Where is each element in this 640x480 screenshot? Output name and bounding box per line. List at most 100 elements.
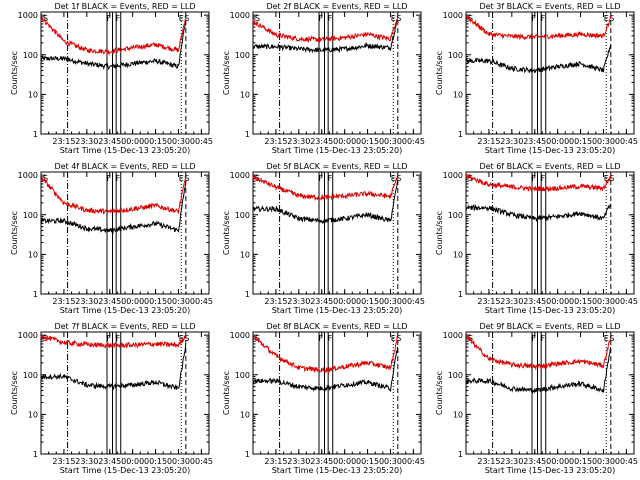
marker-label: E — [179, 334, 184, 343]
detector-panel-7: Det 7f BLACK = Events, RED = LLD 1 10 100 10… — [10, 322, 213, 475]
x-tick-label: 00:15 — [144, 457, 167, 466]
series-line-lld — [40, 17, 187, 56]
series-line-events — [465, 44, 612, 74]
marker-label: S — [255, 334, 260, 343]
series-line-lld — [466, 334, 612, 371]
x-tick-label: 23:45 — [98, 457, 121, 466]
marker-label: E — [391, 334, 396, 343]
x-tick-label: 00:00 — [333, 137, 356, 146]
x-tick-label: 23:15 — [264, 457, 287, 466]
plot-frame — [465, 11, 635, 135]
series-line-lld — [465, 14, 612, 41]
x-tick-label: 00:30 — [167, 457, 190, 466]
x-tick-label: 00:30 — [167, 297, 190, 306]
marker-label: F — [541, 14, 546, 23]
x-tick-label: 00:30 — [592, 457, 615, 466]
y-axis-label: Counts/sec — [435, 371, 444, 415]
y-tick-label: 1000 — [230, 11, 250, 20]
x-tick-label: 00:15 — [569, 457, 592, 466]
series-line-events — [465, 203, 612, 223]
series-line-lld — [465, 174, 612, 193]
x-tick-label: 23:30 — [287, 137, 310, 146]
plot-frame — [252, 331, 422, 455]
detector-panel-1: Det 1f BLACK = Events, RED = LLD 1 10 100 10… — [10, 2, 213, 155]
x-tick-label: 23:45 — [310, 297, 333, 306]
x-tick-label: 23:30 — [75, 457, 98, 466]
marker-label: F — [532, 174, 537, 183]
x-tick-label: 00:45 — [615, 297, 638, 306]
y-tick-label: 1000 — [18, 331, 38, 340]
marker-label: S — [468, 174, 473, 183]
marker-label: S — [184, 14, 189, 23]
x-tick-label: 23:45 — [523, 297, 546, 306]
detector-panel-8: Det 8f BLACK = Events, RED = LLD 1 10 100 10… — [222, 322, 425, 475]
y-tick-label: 1 — [245, 130, 250, 139]
detector-panel-9: Det 9f BLACK = Events, RED = LLD 1 10 100 10… — [435, 322, 638, 475]
x-tick-label: 00:15 — [144, 137, 167, 146]
marker-label: F — [107, 14, 112, 23]
panel-title: Det 2f BLACK = Events, RED = LLD — [266, 2, 407, 11]
y-tick-label: 1000 — [230, 331, 250, 340]
marker-label: S — [396, 14, 401, 23]
marker-label: F — [116, 14, 121, 23]
y-tick-label: 10 — [240, 250, 250, 259]
marker-label: S — [43, 14, 48, 23]
y-tick-label: 10 — [240, 410, 250, 419]
y-tick-label: 1000 — [443, 171, 463, 180]
series-line-lld — [252, 18, 399, 43]
x-tick-label: 00:15 — [144, 297, 167, 306]
y-tick-label: 1000 — [230, 171, 250, 180]
x-tick-label: 23:15 — [477, 297, 500, 306]
x-tick-label: 00:45 — [190, 137, 213, 146]
x-tick-label: 00:00 — [546, 137, 569, 146]
y-tick-label: 1 — [458, 290, 463, 299]
x-tick-label: 00:00 — [121, 457, 144, 466]
y-axis-label: Counts/sec — [435, 51, 444, 95]
marker-label: E — [604, 14, 609, 23]
x-tick-label: 00:45 — [402, 137, 425, 146]
panel-title: Det 5f BLACK = Events, RED = LLD — [266, 162, 407, 171]
x-tick-label: 23:45 — [310, 457, 333, 466]
y-tick-label: 100 — [448, 51, 463, 60]
series-line-events — [252, 18, 398, 54]
x-tick-label: 23:30 — [500, 457, 523, 466]
x-tick-label: 00:45 — [402, 457, 425, 466]
y-tick-label: 10 — [28, 410, 38, 419]
y-tick-label: 1 — [33, 130, 38, 139]
x-axis-label: Start Time (15-Dec-13 23:05:20) — [60, 466, 191, 475]
marker-label: F — [541, 174, 546, 183]
x-tick-label: 00:30 — [379, 457, 402, 466]
x-tick-label: 00:00 — [546, 297, 569, 306]
x-tick-label: 00:30 — [592, 137, 615, 146]
y-tick-label: 1 — [33, 450, 38, 459]
y-tick-label: 1 — [245, 450, 250, 459]
plot-frame — [465, 331, 635, 455]
marker-label: F — [328, 14, 333, 23]
y-tick-label: 1000 — [443, 331, 463, 340]
marker-label: E — [604, 334, 609, 343]
x-tick-label: 00:45 — [615, 137, 638, 146]
x-tick-label: 00:15 — [356, 457, 379, 466]
y-axis-label: Counts/sec — [222, 211, 231, 255]
panel-title: Det 6f BLACK = Events, RED = LLD — [479, 162, 620, 171]
plot-frame — [40, 171, 210, 295]
x-axis-label: Start Time (15-Dec-13 23:05:20) — [272, 146, 403, 155]
x-tick-label: 23:30 — [287, 457, 310, 466]
x-tick-label: 00:30 — [379, 297, 402, 306]
x-tick-label: 00:45 — [190, 297, 213, 306]
marker-label: F — [319, 334, 324, 343]
y-tick-label: 1 — [33, 290, 38, 299]
plot-frame — [40, 331, 210, 455]
y-axis-label: Counts/sec — [10, 51, 19, 95]
y-axis-label: Counts/sec — [435, 211, 444, 255]
x-axis-label: Start Time (15-Dec-13 23:05:20) — [485, 466, 616, 475]
panel-title: Det 7f BLACK = Events, RED = LLD — [54, 322, 195, 331]
marker-label: S — [609, 14, 614, 23]
y-tick-label: 100 — [235, 211, 250, 220]
x-tick-label: 00:15 — [569, 137, 592, 146]
x-tick-label: 23:15 — [52, 137, 75, 146]
x-axis-label: Start Time (15-Dec-13 23:05:20) — [485, 146, 616, 155]
x-tick-label: 00:45 — [615, 457, 638, 466]
marker-label: S — [43, 174, 48, 183]
y-tick-label: 100 — [23, 51, 38, 60]
